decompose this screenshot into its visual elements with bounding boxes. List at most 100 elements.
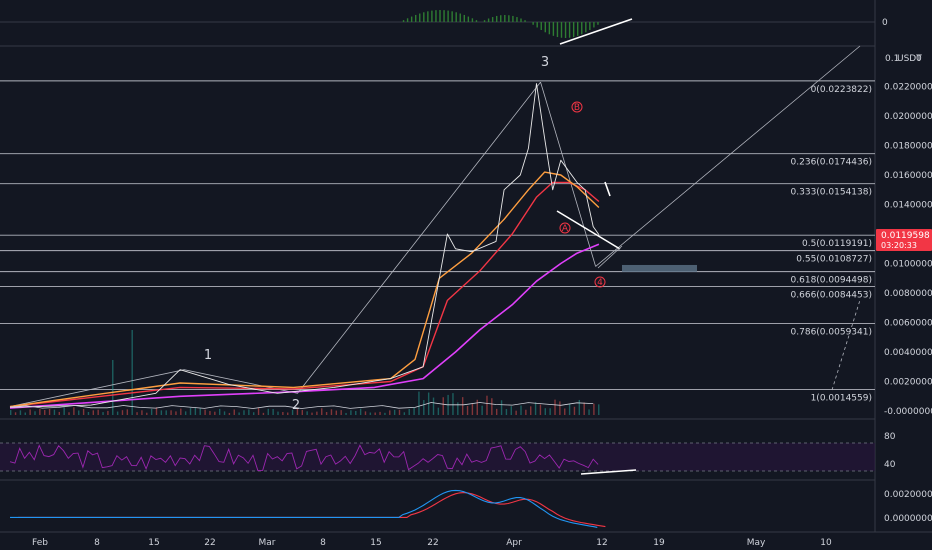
volume-bar <box>457 402 459 415</box>
volume-bar <box>505 409 508 415</box>
volume-bar <box>287 412 289 415</box>
macd-panel: 0.0020000 0.0000000 <box>10 489 932 528</box>
volume-bar <box>209 411 211 415</box>
volume-bar <box>564 408 566 415</box>
oscillator-trend-line[interactable] <box>559 18 633 45</box>
volume-bar <box>14 412 17 415</box>
volume-bar <box>68 412 70 415</box>
volume-bar <box>311 412 313 415</box>
oscillator-bar <box>544 22 546 33</box>
volume-bar <box>525 409 527 415</box>
oscillator-bar <box>581 22 583 35</box>
panel-frame <box>0 0 932 533</box>
volume-bar <box>160 410 163 415</box>
projection-channel-line[interactable] <box>595 45 861 267</box>
oscillator-bar <box>419 13 421 22</box>
oscillator-bar <box>564 22 567 38</box>
volume-bar <box>291 409 294 415</box>
macd-line[interactable] <box>10 489 598 528</box>
oscillator-bar <box>415 14 417 22</box>
volume-bar <box>107 410 109 415</box>
oscillator-bar <box>463 14 465 22</box>
wave-4-leg[interactable] <box>540 81 597 267</box>
volume-bar <box>34 411 36 415</box>
trend-marker-short[interactable] <box>604 181 611 197</box>
volume-bar <box>486 395 488 415</box>
volume-bar <box>257 407 260 415</box>
rsi-panel: 80 40 <box>0 432 896 475</box>
oscillator-bar <box>455 12 457 22</box>
volume-bar <box>301 410 303 415</box>
volume-bar <box>194 407 197 415</box>
price-axis-tick: 0.0160000 <box>884 171 932 181</box>
drawing-tools <box>9 45 861 407</box>
rsi-line[interactable] <box>9 444 599 472</box>
oscillator-bar <box>431 10 433 22</box>
wave-label-circle <box>571 101 583 113</box>
volume-bar <box>554 399 556 415</box>
volume-bar <box>466 405 469 415</box>
volume-bar <box>19 410 22 415</box>
wave-label-circle <box>559 222 571 234</box>
oscillator-bar <box>402 20 405 22</box>
volume-bar <box>253 412 255 415</box>
ma-fast-line[interactable] <box>9 171 600 408</box>
volume-bar <box>539 404 542 415</box>
volume-bar <box>248 409 250 415</box>
elliott-wave-labels: 1 2 3 4 A B <box>204 55 606 413</box>
volume-bar <box>48 408 51 415</box>
volume-bar <box>389 410 391 415</box>
rsi-trend-line[interactable] <box>580 469 637 475</box>
oscillator-bar <box>540 22 542 30</box>
volume-bar <box>58 411 60 415</box>
quote-currency-label: USDT <box>897 54 922 64</box>
volume-bar <box>330 409 333 415</box>
price-axis-tick: 0.0140000 <box>884 201 932 211</box>
volume-bar <box>364 411 367 415</box>
volume-bar <box>403 412 406 415</box>
time-axis-tick: 10 <box>820 538 832 548</box>
projection-dashed-line[interactable] <box>831 299 861 391</box>
volume-bar <box>437 407 440 415</box>
volume-bar <box>408 409 410 415</box>
time-axis[interactable]: Feb 8 15 22 Mar 8 15 22 Apr 12 19 May 10 <box>32 538 832 548</box>
volume-bar <box>476 399 478 415</box>
volume-bar <box>78 410 80 415</box>
volume-bar <box>374 412 376 415</box>
target-zone-box[interactable] <box>622 264 697 272</box>
price-axis-tick: 0.0080000 <box>884 289 932 299</box>
volume-bar <box>243 410 245 415</box>
oscillator-bar <box>572 22 575 38</box>
rsi-axis-tick: 40 <box>884 460 896 470</box>
volume-bar <box>112 360 114 415</box>
oscillator-bar <box>459 13 461 22</box>
volume-bar <box>272 409 274 415</box>
fib-level-label: 1(0.0014559) <box>811 394 872 404</box>
axis-top-fragment: 0.1 <box>885 54 899 64</box>
volume-bar <box>491 398 493 415</box>
volume-bar <box>175 411 177 415</box>
volume-bar <box>277 411 279 415</box>
volume-bar <box>345 412 347 415</box>
oscillator-bar <box>406 18 409 22</box>
volume-bar <box>340 410 342 415</box>
price-axis[interactable]: 0.0220000 0.0200000 0.0180000 0.0160000 0.01… <box>884 83 932 418</box>
fib-level-label: 0.333(0.0154138) <box>791 188 872 198</box>
volume-bar <box>568 403 571 415</box>
volume-bar <box>24 412 26 415</box>
wave-4-rebound[interactable] <box>597 245 623 269</box>
wave-label-3: 3 <box>541 55 549 70</box>
oscillator-bar <box>556 22 559 38</box>
oscillator-bar <box>491 17 494 22</box>
trend-marker-line[interactable] <box>556 210 621 250</box>
price-line[interactable] <box>9 83 600 408</box>
volume-bar <box>427 392 430 415</box>
ma-mid-line[interactable] <box>9 181 600 408</box>
volume-bar <box>82 408 85 415</box>
volume-bar <box>146 412 148 415</box>
volume-bar <box>63 407 65 415</box>
elliott-wave-path[interactable] <box>9 81 541 407</box>
oscillator-bar <box>427 11 429 22</box>
volume-bar <box>481 405 483 415</box>
